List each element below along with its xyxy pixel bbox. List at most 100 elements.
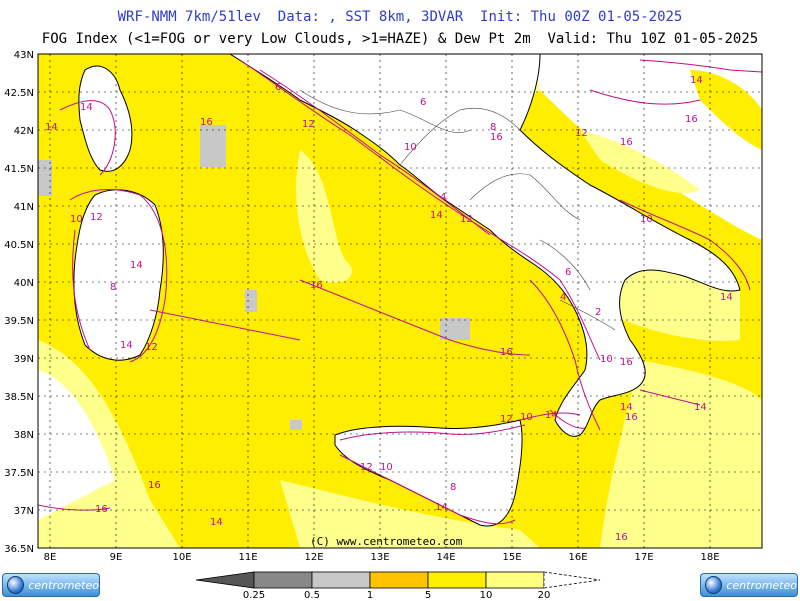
contour-label: 14 <box>120 340 133 351</box>
contour-label: 12 <box>145 342 158 353</box>
lon-label: 12E <box>304 552 323 563</box>
lon-label: 11E <box>238 552 257 563</box>
colorbar-label: 0.5 <box>304 590 320 601</box>
gray-patch-south <box>245 290 257 312</box>
lat-label: 39.5N <box>4 316 34 327</box>
lon-label: 17E <box>634 552 653 563</box>
lon-label: 14E <box>436 552 455 563</box>
lat-label: 40.5N <box>4 240 34 251</box>
contour-label: 12 <box>460 214 473 225</box>
adriatic-yellow-patch <box>690 70 762 150</box>
contour-label: 16 <box>200 117 213 128</box>
lat-label: 38.5N <box>4 392 34 403</box>
contour-labels: 14 14 16 16 16 16 16 16 14 14 12 12 10 1… <box>45 75 733 543</box>
contour-label: 16 <box>148 480 161 491</box>
contour-label: 14 <box>210 517 223 528</box>
contour-label: 6 <box>565 267 571 278</box>
contour-label: 14 <box>694 402 707 413</box>
contour-label: 2 <box>595 307 601 318</box>
graticule <box>38 54 762 548</box>
contour-label: 10 <box>380 462 393 473</box>
contour-label: 12 <box>302 119 315 130</box>
contour-label: 16 <box>615 532 628 543</box>
colorbar-label: 5 <box>424 590 432 601</box>
logo-text: centrometeo <box>28 578 99 592</box>
contour-label: 14 <box>545 410 558 421</box>
contour-label: 16 <box>685 114 698 125</box>
contour-label: 10 <box>520 412 533 423</box>
contour-label: 8 <box>450 482 456 493</box>
colorbar-label: 10 <box>479 590 493 601</box>
italy-mainland <box>229 54 741 437</box>
contour-label: 10 <box>600 354 613 365</box>
lat-label: 42N <box>14 126 34 137</box>
lat-label: 37.5N <box>4 468 34 479</box>
contour-label: 14 <box>720 292 733 303</box>
contour-label: 16 <box>500 347 513 358</box>
contour-label: 14 <box>430 210 443 221</box>
centrometeo-logo-right[interactable]: centrometeo <box>700 573 798 597</box>
lat-label: 43N <box>14 50 34 61</box>
contour-label: 12 <box>360 462 373 473</box>
colorbar-bin-1 <box>369 571 429 589</box>
contour-label: 16 <box>95 504 108 515</box>
lon-label: 16E <box>568 552 587 563</box>
map-title-field: FOG Index (<1=FOG or very Low Clouds, >1… <box>41 31 759 47</box>
globe-icon <box>7 576 25 594</box>
lat-label: 38N <box>14 430 34 441</box>
gray-patch-southwest <box>290 420 302 430</box>
centrometeo-logo-left[interactable]: centrometeo <box>2 573 100 597</box>
contour-label: 10 <box>404 142 417 153</box>
contour-label: 4 <box>560 292 566 303</box>
lon-label: 10E <box>172 552 191 563</box>
map-frame <box>37 53 763 549</box>
lat-label: 41.5N <box>4 164 34 175</box>
contour-label: 10 <box>640 214 653 225</box>
colorbar-label: 0.25 <box>242 590 266 601</box>
adriatic-pale-patch <box>580 130 700 194</box>
pale-region-ionian <box>600 360 762 548</box>
contour-label: 14 <box>80 102 93 113</box>
colorbar-bin-0-25 <box>253 571 313 589</box>
map-title-model: WRF-NMM 7km/51lev Data: , SST 8km, 3DVAR… <box>117 9 683 25</box>
pale-region-sicily-south <box>280 480 540 548</box>
colorbar <box>195 571 601 589</box>
lon-label: 8E <box>44 552 57 563</box>
contour-label: 16 <box>620 137 633 148</box>
longitude-axis: 8E 9E 10E 11E 12E 13E 14E 15E 16E 17E 18… <box>44 552 720 563</box>
contour-label: 16 <box>310 280 323 291</box>
contour-label: 4 <box>440 192 446 203</box>
colorbar-label: 1 <box>366 590 374 601</box>
map-field: 14 14 16 16 16 16 16 16 14 14 12 12 10 1… <box>38 54 762 548</box>
contour-label: 12 <box>90 212 103 223</box>
lon-label: 18E <box>700 552 719 563</box>
contour-label: 12 <box>500 414 513 425</box>
lon-label: 15E <box>502 552 521 563</box>
logo-text: centrometeo <box>726 578 797 592</box>
white-west-corner <box>38 370 115 520</box>
contour-label: 14 <box>45 122 58 133</box>
lat-label: 37N <box>14 506 34 517</box>
dewpoint-contours <box>38 59 762 525</box>
pale-region-central <box>296 150 352 283</box>
contour-label: 16 <box>490 132 503 143</box>
contour-label: 6 <box>275 82 281 93</box>
colorbar-max-arrow <box>543 571 601 589</box>
colorbar-bin-0-5 <box>311 571 371 589</box>
latitude-axis: 43N 42.5N 42N 41.5N 41N 40.5N 40N 39.5N … <box>4 50 34 555</box>
contour-label: 14 <box>435 502 448 513</box>
gray-patch-tyrrhenian <box>200 125 226 167</box>
lon-label: 9E <box>110 552 123 563</box>
gray-patch-central <box>440 318 470 340</box>
contour-label: 14 <box>620 402 633 413</box>
copyright-text: (C) www.centrometeo.com <box>310 535 463 548</box>
contour-label: 14 <box>690 75 703 86</box>
lat-label: 41N <box>14 202 34 213</box>
regional-borders <box>299 89 616 331</box>
contour-label: 8 <box>490 122 496 133</box>
gray-patch-corsica-west <box>38 160 52 196</box>
contour-label: 16 <box>620 357 633 368</box>
contour-label: 6 <box>420 97 426 108</box>
colorbar-label: 20 <box>537 590 551 601</box>
